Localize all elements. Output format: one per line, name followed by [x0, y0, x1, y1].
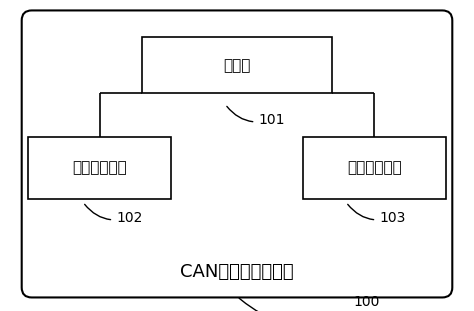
Text: 100: 100	[239, 295, 380, 311]
Text: 103: 103	[348, 204, 406, 225]
Text: 信号获取电路: 信号获取电路	[72, 160, 127, 175]
Text: CAN信号的测试电路: CAN信号的测试电路	[180, 263, 294, 281]
Bar	[142, 37, 332, 93]
Bar	[28, 137, 171, 199]
Text: 信号采集电路: 信号采集电路	[347, 160, 402, 175]
Bar	[303, 137, 446, 199]
Text: 101: 101	[227, 106, 285, 127]
FancyBboxPatch shape	[22, 11, 452, 297]
Text: 102: 102	[85, 204, 143, 225]
Text: 控制器: 控制器	[223, 58, 251, 73]
